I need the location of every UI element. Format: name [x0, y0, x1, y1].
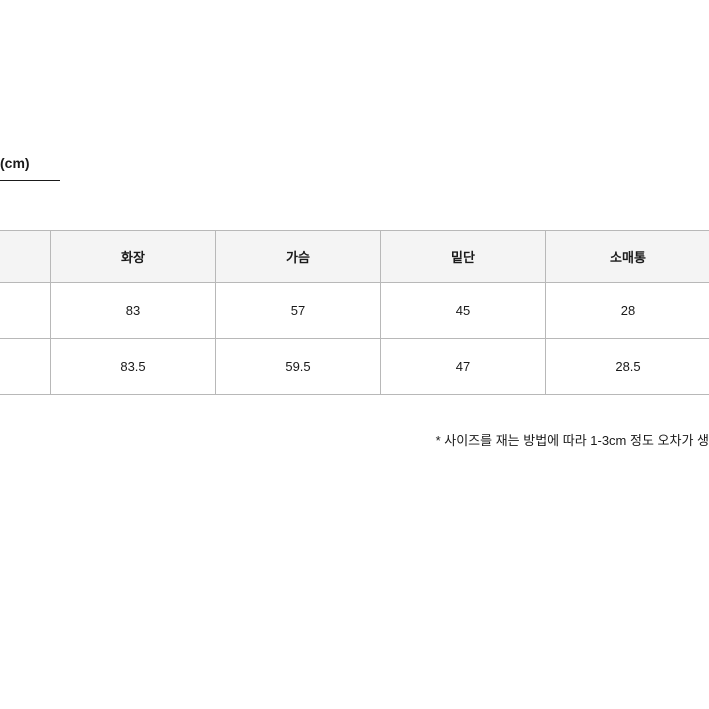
size-table-cell: [0, 283, 51, 339]
size-table-cell: 83.5: [51, 339, 216, 395]
unit-label: (cm): [0, 155, 30, 171]
size-table-cell: 47: [381, 339, 546, 395]
size-table-cell: 45: [381, 283, 546, 339]
table-row: 83574528: [0, 283, 709, 339]
size-table-cell: [0, 339, 51, 395]
size-table-header-cell: 화장: [51, 231, 216, 283]
size-table-header-cell: [0, 231, 51, 283]
size-table-cell: 28.5: [546, 339, 709, 395]
size-table-cell: 83: [51, 283, 216, 339]
size-table: 화장가슴밑단소매통 8357452883.559.54728.5: [0, 230, 709, 395]
measurement-footnote: * 사이즈를 재는 방법에 따라 1-3cm 정도 오차가 생: [436, 430, 709, 449]
size-table-header-cell: 가슴: [216, 231, 381, 283]
size-table-header-cell: 밑단: [381, 231, 546, 283]
size-table-cell: 57: [216, 283, 381, 339]
size-table-cell: 59.5: [216, 339, 381, 395]
size-table-body: 8357452883.559.54728.5: [0, 283, 709, 395]
size-table-header-row: 화장가슴밑단소매통: [0, 231, 709, 283]
table-row: 83.559.54728.5: [0, 339, 709, 395]
unit-underline: [0, 180, 60, 181]
size-table-head: 화장가슴밑단소매통: [0, 231, 709, 283]
size-table-cell: 28: [546, 283, 709, 339]
size-table-header-cell: 소매통: [546, 231, 709, 283]
